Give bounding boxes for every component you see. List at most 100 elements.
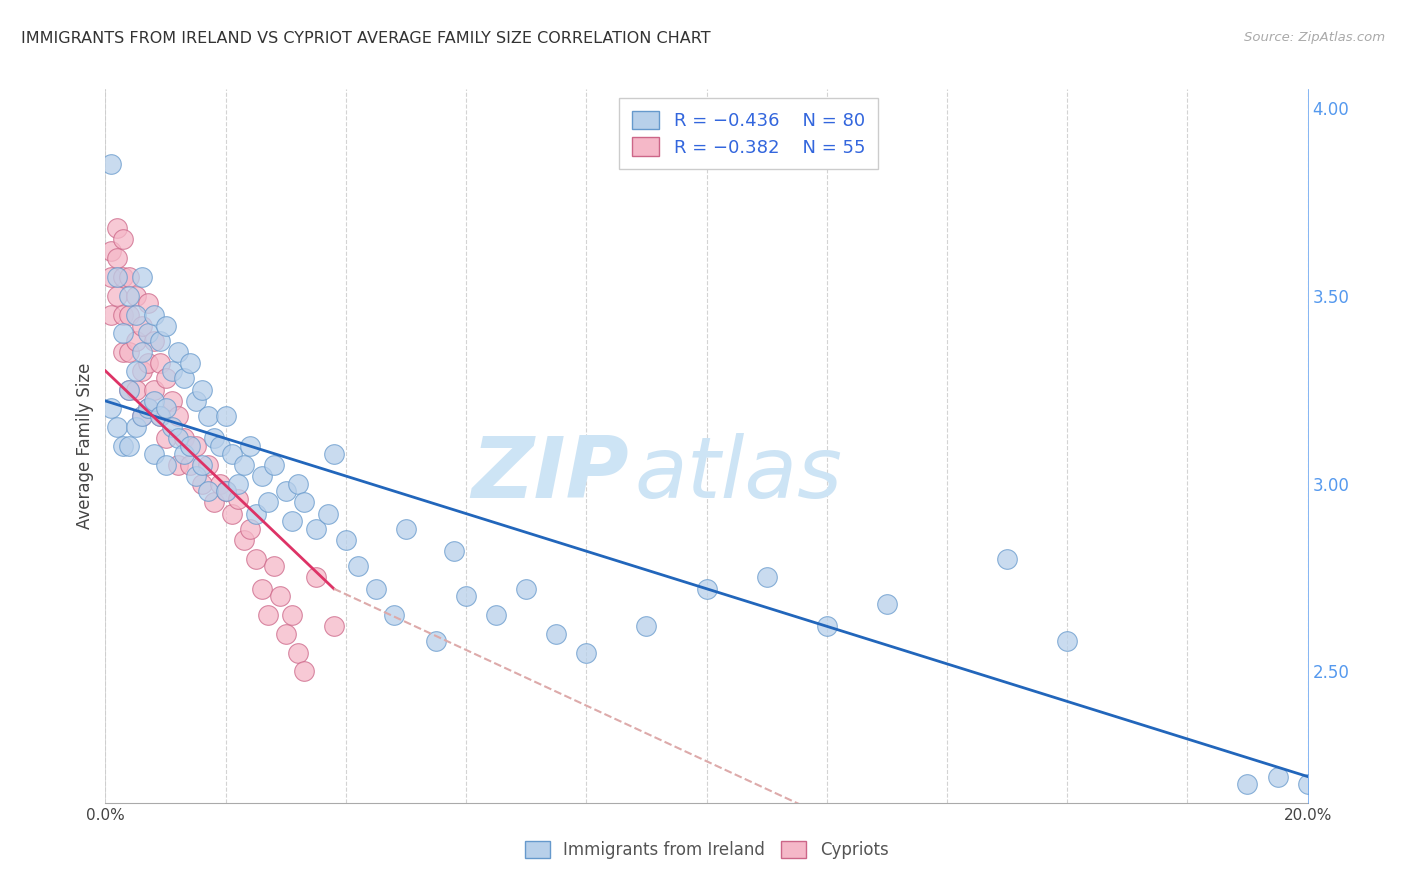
Point xyxy=(305,570,328,584)
Point xyxy=(112,308,135,322)
Point xyxy=(100,401,122,416)
Point xyxy=(118,308,141,322)
Point xyxy=(142,393,165,408)
Point xyxy=(124,334,146,348)
Point xyxy=(112,232,135,246)
Point xyxy=(815,619,838,633)
Point xyxy=(118,345,141,359)
Point xyxy=(214,484,236,499)
Point xyxy=(184,469,207,483)
Point xyxy=(281,607,304,622)
Point xyxy=(274,484,297,499)
Point xyxy=(148,409,170,423)
Point xyxy=(274,627,297,641)
Point xyxy=(485,607,508,622)
Point xyxy=(160,364,183,378)
Point xyxy=(226,476,249,491)
Point xyxy=(136,356,159,370)
Point xyxy=(124,420,146,434)
Point xyxy=(124,308,146,322)
Point xyxy=(136,296,159,310)
Point xyxy=(124,364,146,378)
Point xyxy=(107,289,129,303)
Point xyxy=(173,371,195,385)
Point xyxy=(256,495,278,509)
Point xyxy=(100,157,122,171)
Text: IMMIGRANTS FROM IRELAND VS CYPRIOT AVERAGE FAMILY SIZE CORRELATION CHART: IMMIGRANTS FROM IRELAND VS CYPRIOT AVERA… xyxy=(21,31,710,46)
Point xyxy=(179,458,201,472)
Point xyxy=(118,383,141,397)
Point xyxy=(155,401,177,416)
Point xyxy=(173,432,195,446)
Point xyxy=(190,476,212,491)
Point xyxy=(232,533,254,547)
Point xyxy=(1236,777,1258,791)
Text: ZIP: ZIP xyxy=(471,433,628,516)
Point xyxy=(292,665,315,679)
Point xyxy=(208,439,231,453)
Point xyxy=(184,439,207,453)
Point xyxy=(221,507,243,521)
Point xyxy=(263,559,285,574)
Point xyxy=(179,356,201,370)
Point xyxy=(1056,634,1078,648)
Point xyxy=(364,582,387,596)
Point xyxy=(425,634,447,648)
Point xyxy=(155,318,177,333)
Point xyxy=(112,439,135,453)
Point xyxy=(239,439,262,453)
Point xyxy=(142,383,165,397)
Point xyxy=(197,409,219,423)
Point xyxy=(148,334,170,348)
Point xyxy=(155,458,177,472)
Point xyxy=(221,446,243,460)
Point xyxy=(118,270,141,285)
Point xyxy=(239,522,262,536)
Point xyxy=(148,409,170,423)
Point xyxy=(131,364,153,378)
Point xyxy=(136,401,159,416)
Point xyxy=(100,270,122,285)
Point xyxy=(292,495,315,509)
Point xyxy=(136,401,159,416)
Y-axis label: Average Family Size: Average Family Size xyxy=(76,363,94,529)
Point xyxy=(316,507,339,521)
Point xyxy=(131,270,153,285)
Point xyxy=(190,458,212,472)
Point xyxy=(287,646,309,660)
Point xyxy=(197,484,219,499)
Text: Source: ZipAtlas.com: Source: ZipAtlas.com xyxy=(1244,31,1385,45)
Legend: Immigrants from Ireland, Cypriots: Immigrants from Ireland, Cypriots xyxy=(517,834,896,866)
Point xyxy=(202,432,225,446)
Point xyxy=(263,458,285,472)
Point xyxy=(160,393,183,408)
Point xyxy=(636,619,658,633)
Point xyxy=(131,409,153,423)
Point xyxy=(250,469,273,483)
Point xyxy=(166,345,188,359)
Point xyxy=(232,458,254,472)
Point xyxy=(1267,770,1289,784)
Point xyxy=(107,420,129,434)
Point xyxy=(250,582,273,596)
Point xyxy=(382,607,405,622)
Text: atlas: atlas xyxy=(634,433,842,516)
Point xyxy=(322,619,344,633)
Point xyxy=(155,371,177,385)
Point xyxy=(184,393,207,408)
Point xyxy=(131,345,153,359)
Point xyxy=(107,221,129,235)
Point xyxy=(124,383,146,397)
Point xyxy=(179,439,201,453)
Point xyxy=(546,627,568,641)
Point xyxy=(226,491,249,506)
Point xyxy=(124,289,146,303)
Point xyxy=(112,326,135,341)
Point xyxy=(287,476,309,491)
Point xyxy=(142,334,165,348)
Point xyxy=(281,514,304,528)
Point xyxy=(107,251,129,265)
Point xyxy=(443,544,465,558)
Point xyxy=(166,409,188,423)
Point xyxy=(118,383,141,397)
